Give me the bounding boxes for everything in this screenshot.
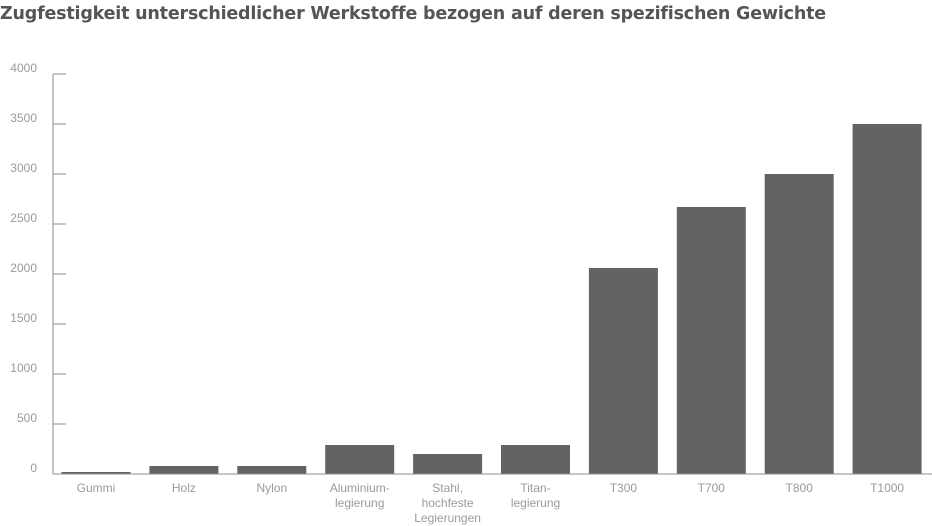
y-axis: 0 500 1000 1500 2000 2500 3000 3500 4000 xyxy=(10,61,66,475)
bar xyxy=(588,268,658,474)
y-tick-label: 2500 xyxy=(10,211,37,225)
x-tick-label: T1000 xyxy=(870,481,904,495)
y-tick-label: 2000 xyxy=(10,261,37,275)
bar xyxy=(501,445,570,474)
x-tick-label: T800 xyxy=(786,481,814,495)
bar xyxy=(237,466,307,474)
y-tick-label: 0 xyxy=(30,461,37,475)
bar xyxy=(676,207,746,474)
y-tick-label: 4000 xyxy=(10,61,37,75)
x-tick-label: Stahl, hochfeste Legierungen xyxy=(414,481,481,525)
bar xyxy=(149,466,219,474)
x-tick-label: T300 xyxy=(610,481,638,495)
y-tick-label: 1000 xyxy=(10,361,37,375)
x-tick-label: T700 xyxy=(698,481,726,495)
y-tick-label: 1500 xyxy=(10,311,37,325)
bar xyxy=(325,445,395,474)
x-tick-label: Nylon xyxy=(256,481,287,495)
bars-group xyxy=(61,124,922,474)
y-tick-label: 3500 xyxy=(10,111,37,125)
bar xyxy=(852,124,922,474)
x-tick-label: Holz xyxy=(172,481,196,495)
chart-title: Zugfestigkeit unterschiedlicher Werkstof… xyxy=(0,4,826,24)
bar xyxy=(61,472,131,474)
y-tick-label: 500 xyxy=(17,411,37,425)
x-tick-label: Gummi xyxy=(77,481,116,495)
bar xyxy=(764,174,834,474)
bar xyxy=(413,454,483,474)
x-tick-label: Aluminium-legierung xyxy=(330,481,390,510)
x-tick-label: Titan-legierung xyxy=(511,481,560,510)
y-tick-label: 3000 xyxy=(10,161,37,175)
x-axis: Gummi Holz Nylon Aluminium-legierung Stahl, h… xyxy=(53,473,932,525)
